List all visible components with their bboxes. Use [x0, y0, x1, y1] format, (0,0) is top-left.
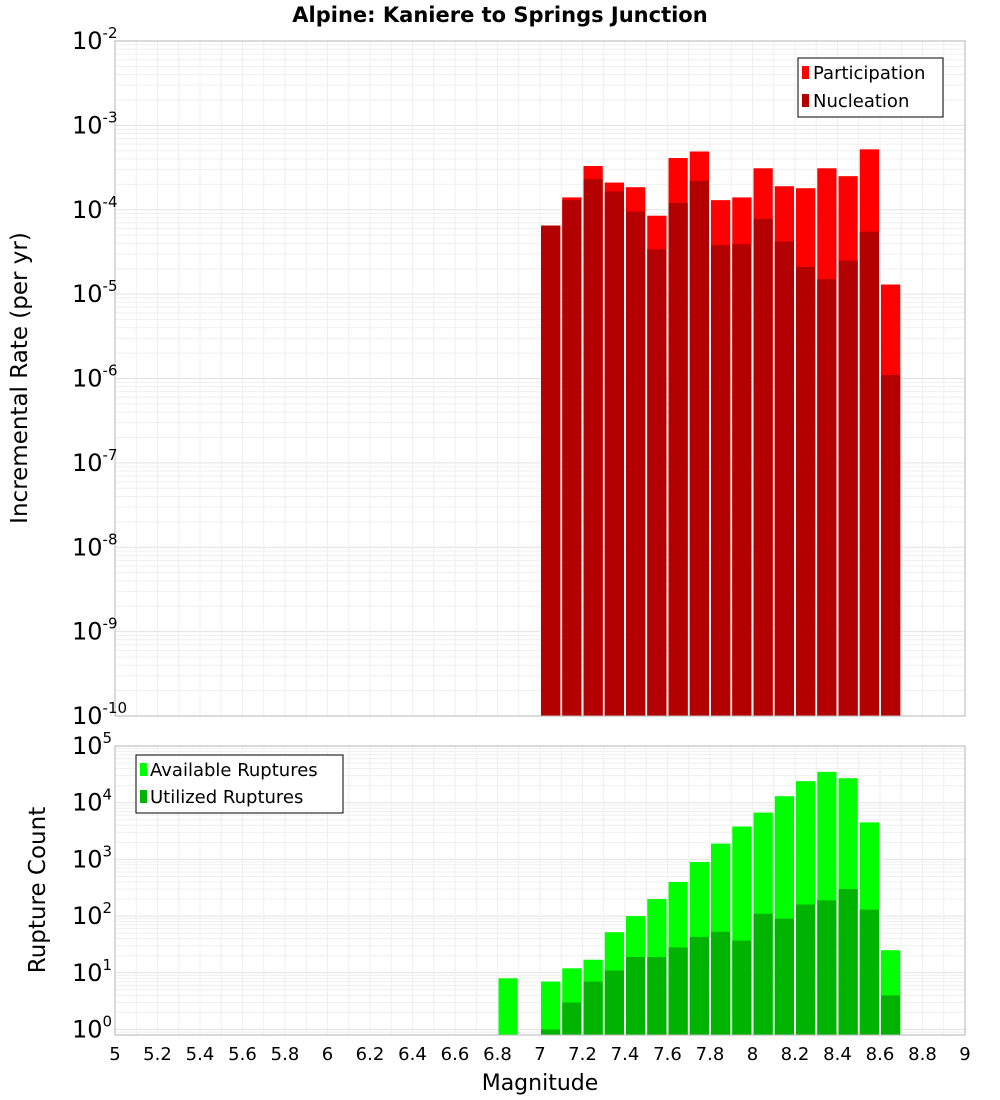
- x-tick-label: 6.8: [483, 1044, 512, 1065]
- utilized-ruptures-bar: [626, 956, 646, 1035]
- bottom-plot-panel: 100 101 102 103 104 105 Rupture Count Availab…: [25, 729, 966, 1044]
- x-tick-label: 5.8: [271, 1044, 300, 1065]
- utilized-ruptures-bar: [689, 936, 709, 1035]
- bottom-legend: Available Ruptures Utilized Ruptures: [135, 754, 344, 814]
- utilized-ruptures-bar: [562, 1002, 582, 1035]
- utilized-ruptures-bar: [838, 889, 858, 1035]
- x-tick-label: 8.4: [823, 1044, 852, 1065]
- x-tick-label: 6.6: [441, 1044, 470, 1065]
- nucleation-bar: [753, 218, 773, 716]
- top-bars: [541, 149, 901, 717]
- nucleation-bar: [541, 225, 561, 716]
- x-tick-label: 5: [109, 1044, 120, 1065]
- y-tick-label: 102: [72, 899, 112, 930]
- nucleation-bar: [562, 200, 582, 716]
- x-tick-label: 8.2: [781, 1044, 810, 1065]
- top-y-tick-labels: 10-10 10-9 10-8 10-7 10-6 10-5 10-4 10-3 10-2: [72, 24, 127, 730]
- utilized-ruptures-bar: [881, 995, 901, 1035]
- y-tick-label: 10-7: [72, 446, 118, 477]
- y-tick-label: 10-5: [72, 277, 118, 308]
- utilized-ruptures-bar: [711, 931, 731, 1035]
- utilized-ruptures-bar: [583, 981, 603, 1035]
- utilized-ruptures-bar: [817, 900, 837, 1035]
- x-tick-label: 8.6: [866, 1044, 895, 1065]
- nucleation-bar: [774, 241, 794, 717]
- x-tick-label: 7: [534, 1044, 545, 1065]
- nucleation-bar: [583, 179, 603, 716]
- available-legend-swatch: [140, 763, 147, 776]
- y-tick-label: 104: [72, 786, 112, 817]
- utilized-ruptures-bar: [774, 918, 794, 1035]
- utilized-ruptures-bar: [647, 956, 667, 1035]
- x-tick-label: 5.4: [186, 1044, 215, 1065]
- x-tick-label: 7.8: [696, 1044, 725, 1065]
- x-tick-label: 8.8: [908, 1044, 937, 1065]
- nucleation-bar: [689, 180, 709, 716]
- y-tick-label: 105: [72, 729, 112, 760]
- utilized-ruptures-bar: [732, 940, 752, 1035]
- top-legend-box: [797, 57, 944, 118]
- y-tick-label: 10-4: [72, 193, 118, 224]
- y-tick-label: 101: [72, 956, 112, 987]
- x-tick-label: 5.2: [143, 1044, 172, 1065]
- nucleation-bar: [817, 279, 837, 716]
- bottom-bars: [498, 771, 901, 1035]
- utilized-legend-swatch: [140, 790, 147, 803]
- y-tick-label: 10-9: [72, 615, 118, 646]
- x-tick-label: 9: [959, 1044, 970, 1065]
- nucleation-bar: [604, 191, 624, 717]
- top-legend: Participation Nucleation: [797, 57, 944, 118]
- utilized-legend-label: Utilized Ruptures: [150, 787, 303, 808]
- bottom-y-axis-label: Rupture Count: [25, 807, 51, 973]
- nucleation-bar: [859, 231, 879, 716]
- x-tick-label: 7.6: [653, 1044, 682, 1065]
- nucleation-legend-swatch: [802, 94, 809, 107]
- y-tick-label: 100: [72, 1013, 112, 1044]
- top-plot-panel: 10-10 10-9 10-8 10-7 10-6 10-5 10-4 10-3 10-2 In…: [7, 24, 966, 730]
- participation-legend-label: Participation: [813, 63, 925, 84]
- nucleation-bar: [668, 203, 688, 716]
- x-tick-label: 6: [322, 1044, 333, 1065]
- chart-title: Alpine: Kaniere to Springs Junction: [292, 3, 707, 27]
- available-ruptures-bar: [541, 981, 561, 1035]
- utilized-ruptures-bar: [668, 947, 688, 1035]
- nucleation-bar: [796, 266, 816, 716]
- nucleation-bar: [732, 244, 752, 717]
- x-tick-label: 6.4: [398, 1044, 427, 1065]
- x-tick-labels: 5 5.2 5.4 5.6 5.8 6 6.2 6.4 6.6 6.8 7 7.2 7.4 7.6 7.8 8…: [109, 1044, 970, 1065]
- nucleation-bar: [881, 375, 901, 716]
- y-tick-label: 103: [72, 842, 112, 873]
- y-tick-label: 10-3: [72, 108, 118, 139]
- nucleation-bar: [838, 260, 858, 716]
- x-tick-label: 6.2: [356, 1044, 385, 1065]
- top-gridlines: [114, 40, 966, 717]
- participation-legend-swatch: [802, 66, 809, 79]
- x-tick-label: 8: [747, 1044, 758, 1065]
- bottom-legend-box: [135, 754, 344, 814]
- top-y-axis-label: Incremental Rate (per yr): [7, 232, 33, 524]
- x-tick-label: 5.6: [228, 1044, 257, 1065]
- utilized-ruptures-bar: [753, 913, 773, 1035]
- utilized-ruptures-bar: [541, 1029, 561, 1035]
- x-tick-label: 7.4: [611, 1044, 640, 1065]
- top-plot-border: [114, 40, 966, 717]
- utilized-ruptures-bar: [604, 970, 624, 1035]
- y-tick-label: 10-10: [72, 699, 127, 730]
- bottom-y-tick-labels: 100 101 102 103 104 105: [72, 729, 112, 1044]
- x-tick-label: 7.2: [568, 1044, 597, 1065]
- nucleation-bar: [626, 211, 646, 716]
- nucleation-legend-label: Nucleation: [813, 91, 909, 112]
- nucleation-bar: [647, 249, 667, 716]
- available-legend-label: Available Ruptures: [150, 760, 318, 781]
- utilized-ruptures-bar: [859, 909, 879, 1035]
- nucleation-bar: [711, 245, 731, 717]
- y-tick-label: 10-2: [72, 24, 118, 55]
- y-tick-label: 10-6: [72, 362, 118, 393]
- utilized-ruptures-bar: [796, 904, 816, 1035]
- y-tick-label: 10-8: [72, 530, 118, 561]
- bottom-plot-border: [114, 745, 966, 1036]
- x-axis-label: Magnitude: [482, 1071, 599, 1096]
- available-ruptures-bar: [498, 978, 518, 1035]
